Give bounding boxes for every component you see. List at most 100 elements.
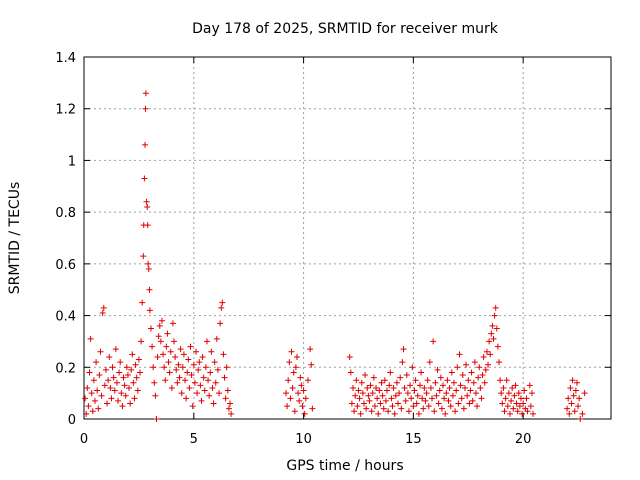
data-point (374, 395, 381, 402)
data-point (435, 400, 442, 407)
data-point (478, 395, 485, 402)
data-point (384, 387, 391, 394)
data-point (107, 384, 114, 391)
data-point (91, 397, 98, 404)
data-point (126, 384, 133, 391)
data-point (300, 387, 307, 394)
y-tick-label: 0.2 (55, 361, 76, 376)
data-point (84, 384, 91, 391)
data-point (123, 364, 130, 371)
data-point (304, 377, 311, 384)
data-point (392, 392, 399, 399)
data-point (441, 395, 448, 402)
data-point (157, 338, 164, 345)
data-point (135, 356, 142, 363)
plot-frame (83, 56, 612, 420)
data-point (165, 359, 172, 366)
data-point (205, 377, 212, 384)
data-point (142, 105, 149, 112)
data-point (489, 322, 496, 329)
data-point (120, 374, 127, 381)
data-point (309, 405, 316, 412)
data-point (438, 405, 445, 412)
data-point (142, 141, 149, 148)
data-point (365, 392, 372, 399)
data-point (128, 366, 135, 373)
data-point (186, 384, 193, 391)
data-point (396, 390, 403, 397)
data-point (207, 369, 214, 376)
data-point (506, 410, 513, 417)
axis-ticks: 0 0.2 0.4 0.6 0.8 1 1.2 1.4 0 5 10 15 20 (55, 51, 611, 447)
data-point (409, 364, 416, 371)
data-point (363, 405, 370, 412)
data-point (158, 317, 165, 324)
data-point (523, 395, 530, 402)
data-point (145, 266, 152, 273)
data-point (494, 343, 501, 350)
data-point (108, 395, 115, 402)
data-point (358, 379, 365, 386)
data-point (285, 377, 292, 384)
data-point (349, 384, 356, 391)
data-point (112, 346, 119, 353)
data-point (111, 387, 118, 394)
data-point (390, 384, 397, 391)
data-point (189, 403, 196, 410)
data-point (397, 374, 404, 381)
data-point (196, 359, 203, 366)
data-point (183, 395, 190, 402)
data-point (431, 408, 438, 415)
data-point (368, 408, 375, 415)
data-point (359, 390, 366, 397)
data-point (579, 410, 586, 417)
data-point (492, 304, 499, 311)
data-point (133, 374, 140, 381)
data-point (100, 304, 107, 311)
data-point (292, 364, 299, 371)
data-point (442, 410, 449, 417)
data-point (410, 403, 417, 410)
data-point (295, 390, 302, 397)
data-point (420, 405, 427, 412)
data-point (436, 387, 443, 394)
data-point (217, 320, 224, 327)
data-point (142, 90, 149, 97)
data-point (369, 390, 376, 397)
data-point (422, 397, 429, 404)
data-point (346, 353, 353, 360)
data-point (87, 335, 94, 342)
data-point (201, 387, 208, 394)
data-point (389, 403, 396, 410)
data-point (469, 397, 476, 404)
data-point (299, 403, 306, 410)
data-point (208, 348, 215, 355)
data-point (164, 330, 171, 337)
x-tick-label: 20 (515, 432, 532, 447)
x-axis-label: GPS time / hours (286, 458, 403, 474)
data-point (104, 400, 111, 407)
data-point (167, 348, 174, 355)
data-point (499, 400, 506, 407)
data-point (444, 377, 451, 384)
data-point (155, 333, 162, 340)
y-tick-label: 0.8 (55, 206, 76, 221)
y-tick-label: 1.2 (55, 103, 76, 118)
data-point (445, 397, 452, 404)
data-point (572, 387, 579, 394)
data-point (512, 382, 519, 389)
data-point (367, 382, 374, 389)
data-point (353, 377, 360, 384)
data-point (221, 374, 228, 381)
data-point (97, 348, 104, 355)
data-point (293, 353, 300, 360)
data-point (288, 348, 295, 355)
data-point (505, 390, 512, 397)
data-point (568, 400, 575, 407)
data-point (118, 390, 125, 397)
data-point (296, 397, 303, 404)
data-point (488, 330, 495, 337)
data-point (509, 384, 516, 391)
data-point (198, 397, 205, 404)
